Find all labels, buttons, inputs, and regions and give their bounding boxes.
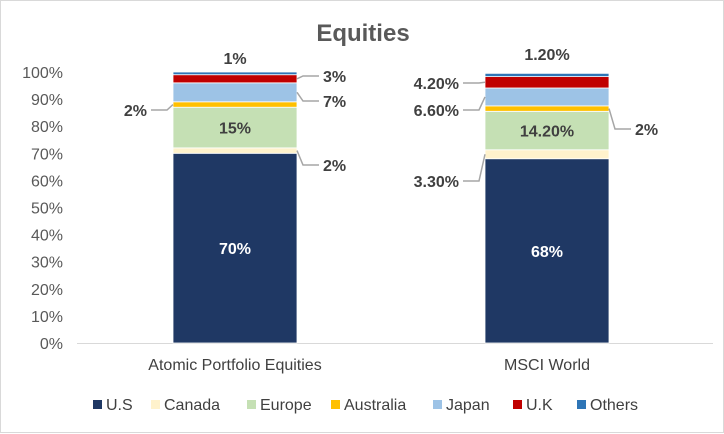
y-tick-label: 30% (31, 255, 63, 272)
leader-line (463, 154, 486, 182)
data-label-u-s: 70% (219, 241, 251, 258)
bars (172, 71, 610, 344)
data-label-u-k: 3% (323, 69, 346, 86)
y-tick-label: 80% (31, 119, 63, 136)
leader-line (463, 81, 486, 84)
bar-segment-japan (172, 82, 298, 103)
data-label-europe: 14.20% (520, 124, 574, 141)
x-category-label: Atomic Portfolio Equities (148, 357, 321, 374)
y-tick-label: 10% (31, 309, 63, 326)
legend-swatch-japan (433, 400, 442, 409)
bar-segment-u-s (172, 152, 298, 344)
legend-swatch-canada (151, 400, 160, 409)
data-label-japan: 7% (323, 94, 346, 111)
y-tick-label: 0% (40, 336, 63, 353)
y-tick-label: 20% (31, 282, 63, 299)
leader-line (151, 103, 174, 111)
leader-line (296, 91, 319, 102)
data-label-australia: 2% (124, 103, 147, 120)
legend-label-canada: Canada (164, 397, 220, 414)
bar-segment-australia (484, 105, 610, 112)
data-label-canada: 2% (323, 158, 346, 175)
y-tick-label: 60% (31, 173, 63, 190)
data-label-europe: 15% (219, 121, 251, 138)
axes: 0% 10% 20% 30% 40% 50% 60% 70% 80% 90% 100% Atomic … (22, 65, 713, 374)
y-tick-label: 50% (31, 201, 63, 218)
legend-swatch-australia (331, 400, 340, 409)
legend-swatch-europe (247, 400, 256, 409)
legend-swatch-u-s (93, 400, 102, 409)
bar-segment-europe (172, 106, 298, 149)
bar-segment-u-k (172, 74, 298, 84)
bar-segment-australia (172, 101, 298, 108)
bar-segment-others (484, 72, 610, 78)
data-label-japan: 6.60% (414, 103, 459, 120)
x-category-label: MSCI World (504, 357, 590, 374)
data-labels: 70% 2% 15% 2% 7% 3% 1% 68% 3.30% 14.20% 2% 6.60% 4.2… (124, 47, 658, 261)
bar-segment-u-k (484, 76, 610, 89)
bar-segment-canada (172, 147, 298, 154)
legend-swatch-others (577, 400, 586, 409)
data-label-u-s: 68% (531, 244, 563, 261)
leader-line (296, 150, 319, 166)
legend: U.S Canada Europe Australia Japan U.K Others (93, 397, 638, 414)
data-label-australia: 2% (635, 122, 658, 139)
legend-label-japan: Japan (446, 397, 490, 414)
leader-line (608, 108, 631, 130)
leader-line (296, 75, 319, 80)
y-tick-label: 70% (31, 146, 63, 163)
legend-label-europe: Europe (260, 397, 312, 414)
data-label-u-k: 4.20% (414, 76, 459, 93)
bar-segment-europe (484, 110, 610, 151)
data-label-others: 1.20% (524, 47, 569, 64)
y-tick-label: 90% (31, 92, 63, 109)
y-tick-label: 100% (22, 65, 63, 82)
data-label-canada: 3.30% (414, 174, 459, 191)
bar-segment-canada (484, 149, 610, 160)
bar-segment-japan (484, 87, 610, 107)
legend-label-australia: Australia (344, 397, 406, 414)
bar-segment-others (172, 71, 298, 76)
y-tick-label: 40% (31, 228, 63, 245)
legend-label-u-s: U.S (106, 397, 133, 414)
leader-line (463, 96, 486, 111)
bar-segment-u-s (484, 158, 610, 344)
legend-label-others: Others (590, 397, 638, 414)
legend-swatch-u-k (513, 400, 522, 409)
chart-title: Equities (316, 20, 409, 47)
data-label-others: 1% (223, 51, 246, 68)
legend-label-u-k: U.K (526, 397, 553, 414)
